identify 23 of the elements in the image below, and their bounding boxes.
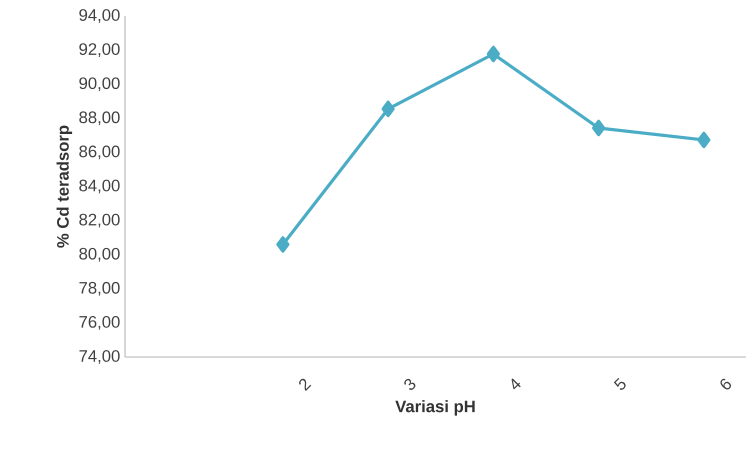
point [276,236,290,253]
y-axis-title: % Cd teradsorp [56,126,72,248]
x-axis-title: Variasi pH [395,400,475,416]
y-tick-label: 84,00 [79,180,120,194]
x-tick-label: 4 [512,378,521,390]
y-tick-label: 76,00 [79,316,120,330]
point [382,100,395,118]
x-tick-label: 3 [404,378,416,390]
y-tick-label: 92,00 [79,43,120,57]
y-tick-label: 86,00 [79,146,120,160]
y-tick-label: 94,00 [79,9,120,23]
y-tick-label: 78,00 [79,282,120,296]
y-tick-label: 80,00 [79,248,120,262]
x-tick-label: 2 [299,378,312,392]
point [486,46,500,62]
y-tick-label: 90,00 [79,77,120,92]
y-tick-label: 74,00 [79,350,120,364]
x-tick-label: 6 [720,378,732,390]
point [592,120,606,136]
y-tick-label: 88,00 [79,111,120,126]
x-tick-label: 5 [614,378,626,390]
y-tick-label: 82,00 [79,214,120,228]
point [697,132,710,148]
